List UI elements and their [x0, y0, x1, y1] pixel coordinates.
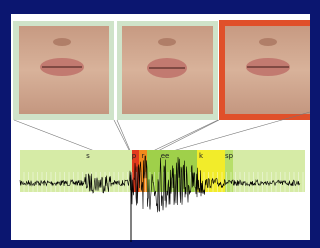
- nose: [158, 38, 176, 46]
- mouth-photo: [117, 21, 218, 120]
- segment-label: p: [132, 152, 137, 160]
- nose: [53, 38, 71, 46]
- mouth-photo: [219, 20, 310, 120]
- segment-label: s: [86, 152, 90, 160]
- segment-label: r: [142, 152, 145, 160]
- nose: [259, 38, 277, 46]
- segment-label: sp: [225, 152, 234, 160]
- figure: s p r ee k sp: [0, 0, 310, 248]
- mouth-photo: [13, 21, 114, 120]
- segment-label: ee: [161, 152, 170, 160]
